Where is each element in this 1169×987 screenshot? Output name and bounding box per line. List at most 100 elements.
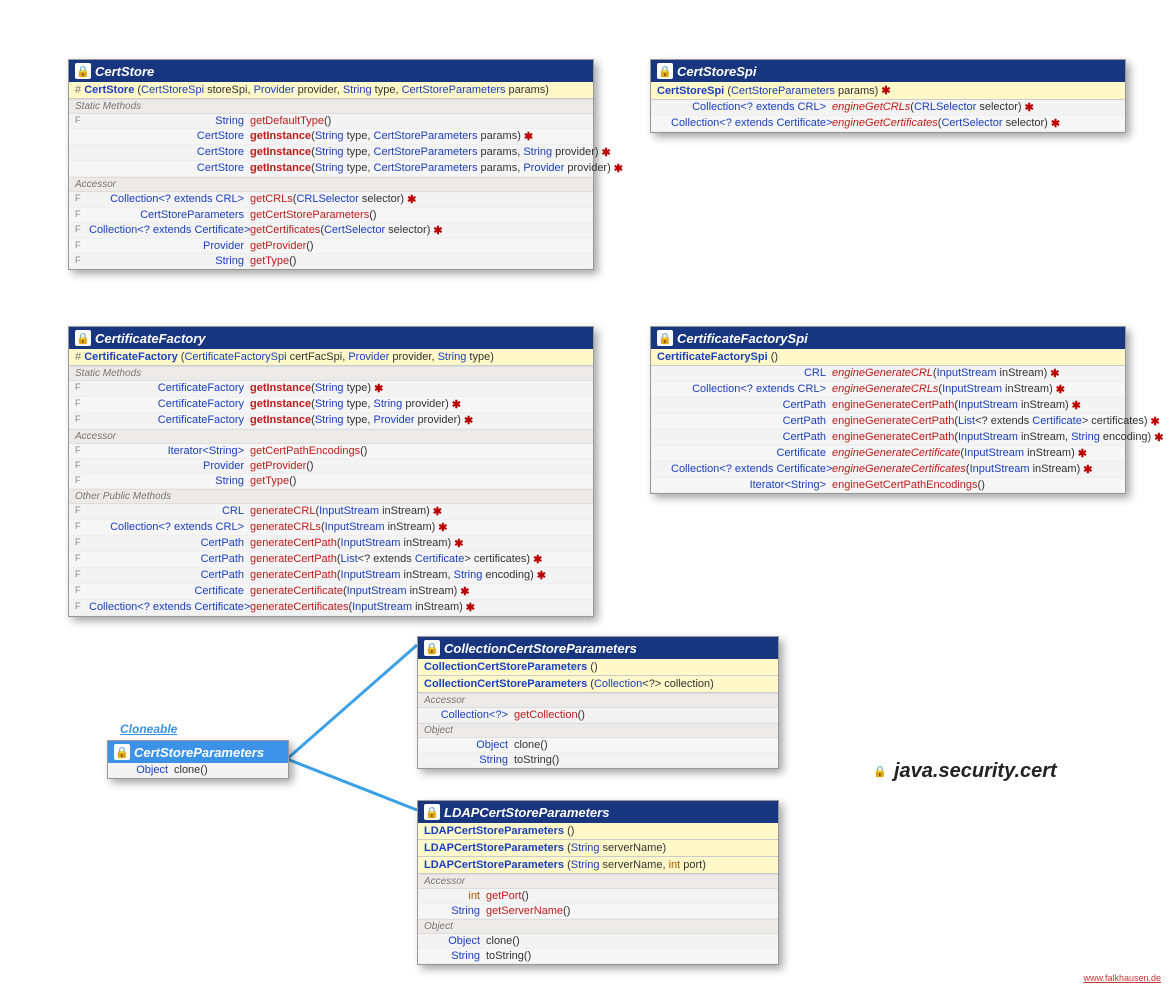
class-ldapCertParams: 🔒LDAPCertStoreParametersLDAPCertStorePar… — [417, 800, 779, 965]
constructor-name: LDAPCertStoreParameters — [424, 825, 564, 837]
method-name: getCollection — [514, 709, 578, 721]
method-name: getInstance — [250, 414, 311, 427]
return-type: CRL — [89, 505, 250, 518]
return-type: Certificate — [89, 585, 250, 598]
method-sig: () — [200, 764, 207, 776]
class-name: CertificateFactory — [95, 331, 206, 346]
class-name: CertStoreSpi — [677, 64, 756, 79]
member-row: FIterator<String>getCertPathEncodings () — [69, 444, 593, 459]
return-type: Collection<? extends CRL> — [671, 383, 832, 396]
constructor-row: LDAPCertStoreParameters () — [418, 823, 778, 840]
constructor-name: CertStore — [84, 84, 134, 96]
member-row: Collection<? extends CRL>engineGetCRLs (… — [651, 100, 1125, 116]
lock-icon: 🔒 — [75, 63, 91, 79]
method-sig: (InputStream inStream) — [348, 601, 462, 614]
modifier: F — [75, 414, 89, 427]
throws-icon: ✱ — [534, 569, 546, 582]
throws-icon: ✱ — [449, 398, 461, 411]
throws-icon: ✱ — [521, 130, 533, 143]
method-name: getServerName — [486, 905, 563, 917]
method-name: engineGenerateCertPath — [832, 431, 954, 444]
return-type: Iterator<String> — [89, 445, 250, 457]
package-name: java.security.cert — [894, 760, 1057, 783]
throws-icon: ✱ — [371, 382, 383, 395]
lock-icon: 🔒 — [424, 640, 440, 656]
throws-icon: ✱ — [461, 414, 473, 427]
modifier: F — [75, 553, 89, 566]
method-name: getDefaultType — [250, 115, 324, 127]
constructor-name: CertStoreSpi — [657, 85, 724, 97]
method-sig: (InputStream inStream) — [938, 383, 1052, 396]
member-row: FCertificateFactorygetInstance (String t… — [69, 413, 593, 429]
method-sig: () — [978, 479, 985, 491]
modifier: F — [75, 209, 89, 221]
method-name: toString — [486, 950, 524, 962]
method-name: getInstance — [250, 162, 311, 175]
method-sig: () — [324, 115, 331, 127]
modifier: F — [75, 115, 89, 127]
constructor-row: # CertStore (CertStoreSpi storeSpi, Prov… — [69, 82, 593, 99]
modifier: F — [75, 240, 89, 252]
class-certFactorySpi: 🔒CertificateFactorySpiCertificateFactory… — [650, 326, 1126, 494]
modifier: F — [75, 224, 89, 237]
link-cloneable[interactable]: Cloneable — [120, 722, 177, 736]
return-type: Collection<? extends Certificate> — [671, 463, 832, 476]
connector-line — [287, 759, 417, 810]
member-row: FStringgetType () — [69, 254, 593, 269]
constructor-row: CertStoreSpi (CertStoreParameters params… — [651, 82, 1125, 100]
method-name: generateCertificate — [250, 585, 343, 598]
class-certStoreParams: 🔒CertStoreParametersObjectclone () — [107, 740, 289, 779]
constructor-name: LDAPCertStoreParameters — [424, 842, 564, 854]
return-type: Collection<? extends CRL> — [671, 101, 832, 114]
member-row: CertPathengineGenerateCertPath (List<? e… — [651, 414, 1125, 430]
method-name: getCertPathEncodings — [250, 445, 360, 457]
member-row: FCollection<? extends CRL>generateCRLs (… — [69, 520, 593, 536]
method-name: getInstance — [250, 382, 311, 395]
method-sig: (String type) — [311, 382, 371, 395]
member-row: CertPathengineGenerateCertPath (InputStr… — [651, 398, 1125, 414]
method-name: engineGetCertificates — [832, 117, 938, 130]
throws-icon: ✱ — [1022, 101, 1034, 114]
modifier — [424, 709, 438, 721]
method-sig: () — [521, 890, 528, 902]
method-sig: (InputStream inStream) — [954, 399, 1068, 412]
package-label: 🔒 java.security.cert — [872, 760, 1057, 783]
method-name: getProvider — [250, 460, 306, 472]
throws-icon: ✱ — [599, 146, 611, 159]
method-sig: (String type, CertStoreParameters params… — [311, 146, 598, 159]
return-type: CertStore — [89, 146, 250, 159]
method-sig: (String type, CertStoreParameters params… — [311, 162, 611, 175]
member-row: Objectclone () — [418, 934, 778, 949]
throws-icon: ✱ — [430, 224, 442, 237]
throws-icon: ✱ — [1047, 367, 1059, 380]
member-row: Iterator<String>engineGetCertPathEncodin… — [651, 478, 1125, 493]
credit-link[interactable]: www.falkhausen.de — [1083, 973, 1161, 983]
member-row: FCollection<? extends Certificate>getCer… — [69, 223, 593, 239]
method-name: toString — [514, 754, 552, 766]
member-row: Collection<? extends Certificate>engineG… — [651, 116, 1125, 132]
method-name: clone — [514, 739, 540, 751]
modifier — [657, 383, 671, 396]
method-name: engineGetCRLs — [832, 101, 910, 114]
method-name: getCRLs — [250, 193, 293, 206]
return-type: String — [438, 905, 486, 917]
member-row: FCRLgenerateCRL (InputStream inStream)✱ — [69, 504, 593, 520]
throws-icon: ✱ — [404, 193, 416, 206]
method-name: generateCertPath — [250, 537, 337, 550]
constructor-sig: () — [590, 661, 597, 673]
modifier — [424, 754, 438, 766]
method-sig: (InputStream inStream, String encoding) — [954, 431, 1151, 444]
method-name: engineGenerateCertificate — [832, 447, 960, 460]
method-sig: () — [563, 905, 570, 917]
constructor-name: CollectionCertStoreParameters — [424, 661, 587, 673]
constructor-sig: (String serverName, int port) — [567, 859, 706, 871]
modifier — [657, 447, 671, 460]
method-sig: (String type, Provider provider) — [311, 414, 461, 427]
constructor-sig: (CertStoreParameters params) — [727, 85, 878, 97]
modifier — [657, 463, 671, 476]
return-type: Iterator<String> — [671, 479, 832, 491]
class-name: CertStore — [95, 64, 154, 79]
throws-icon: ✱ — [878, 85, 890, 97]
return-type: CertPath — [671, 431, 832, 444]
return-type: Collection<? extends Certificate> — [89, 224, 250, 237]
